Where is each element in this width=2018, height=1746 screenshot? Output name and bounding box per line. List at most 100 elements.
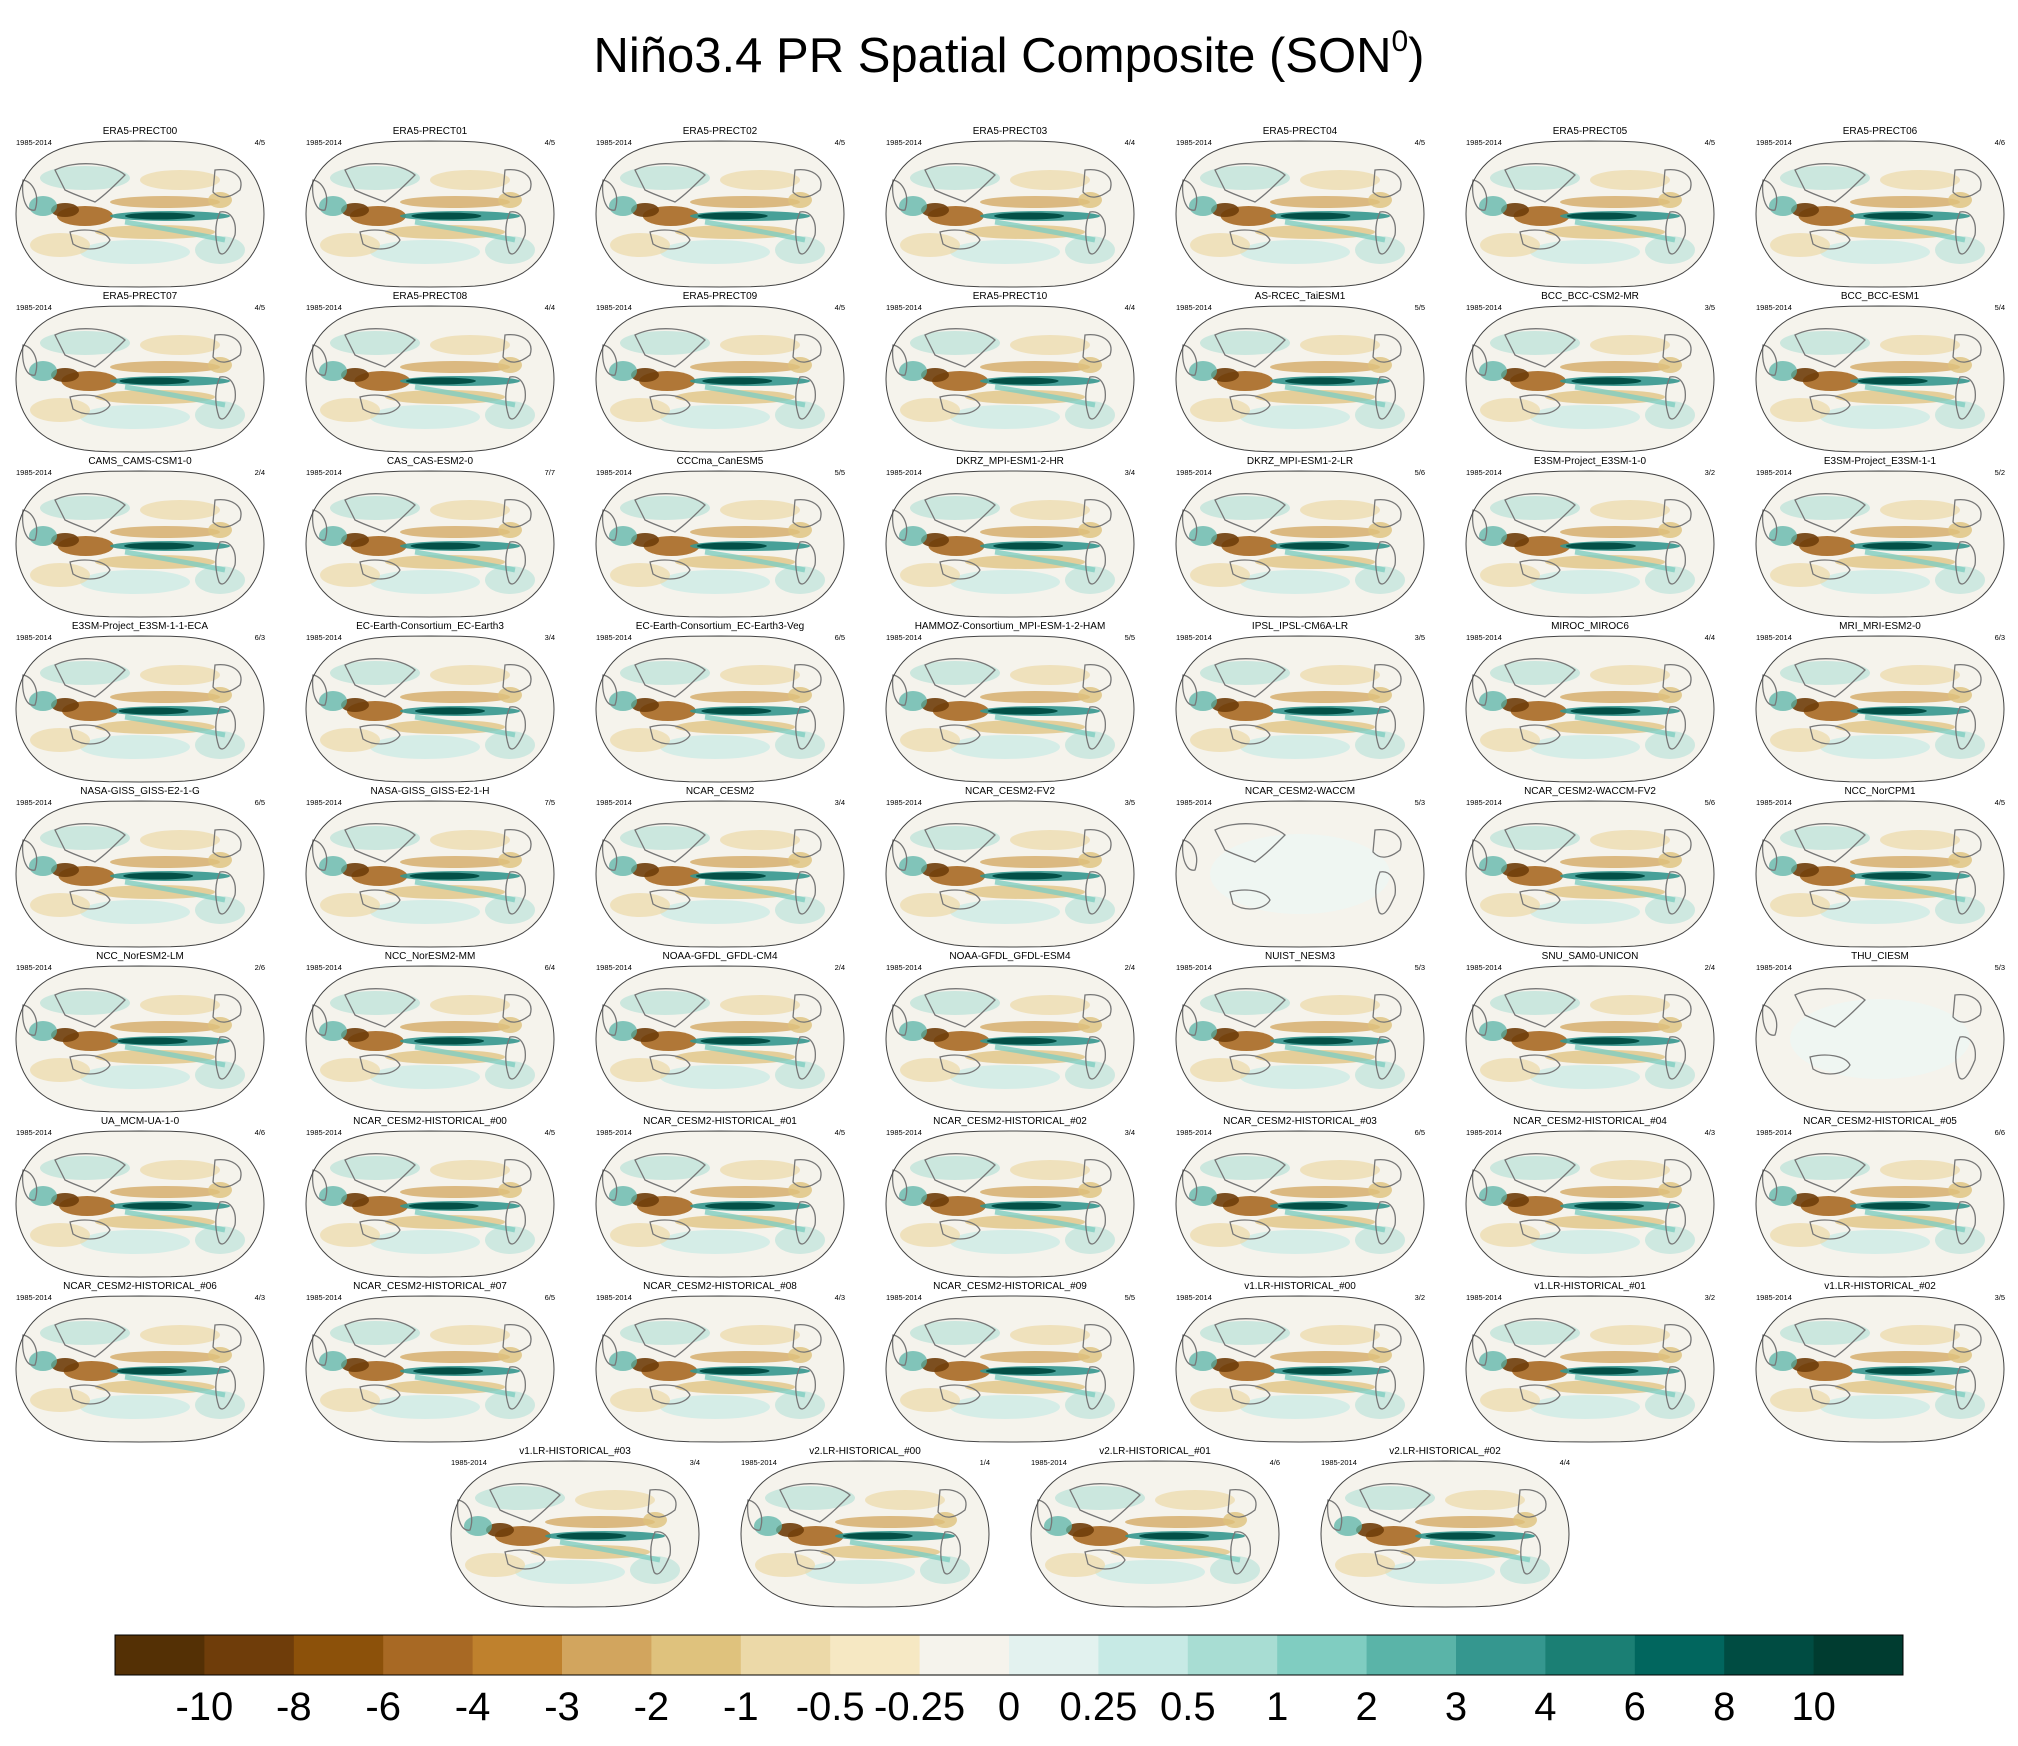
colorbar-swatch [1813,1635,1904,1675]
world-map [1175,140,1425,288]
world-map [1465,305,1715,453]
world-map [15,140,265,288]
map-panel: NCAR_CESM2-HISTORICAL_#04 1985-2014 4/3 [1465,1116,1715,1278]
world-map [15,965,265,1113]
panel-title: DKRZ_MPI-ESM1-2-HR [956,456,1064,467]
panel-title: UA_MCM-UA-1-0 [100,1116,180,1127]
colorbar-swatch [472,1635,563,1675]
map-panel: EC-Earth-Consortium_EC-Earth3 1985-2014 3/… [305,621,555,783]
panel-title: ERA5-PRECT06 [1842,126,1918,137]
map-panel: NOAA-GFDL_GFDL-ESM4 1985-2014 2/4 [885,951,1135,1113]
panel-title: NCAR_CESM2-HISTORICAL_#01 [643,1116,797,1127]
panel-title: v1.LR-HISTORICAL_#02 [1824,1281,1936,1292]
map-panel: CCCma_CanESM5 1985-2014 5/5 [595,456,845,618]
map-panel: NCAR_CESM2-HISTORICAL_#01 1985-2014 4/5 [595,1116,845,1278]
colorbar-tick-label: 1 [1266,1685,1288,1729]
panel-count: 4/5 [834,303,845,312]
colorbar-tick-label: -6 [365,1685,401,1729]
panel-years: 1985-2014 [886,303,922,312]
colorbar-swatch [293,1635,384,1675]
colorbar-swatch [1009,1635,1099,1675]
colorbar-tick-label: 10 [1791,1685,1836,1729]
map-panel: MRI_MRI-ESM2-0 1985-2014 6/3 [1755,621,2005,783]
panel-title: NCAR_CESM2-HISTORICAL_#06 [63,1281,217,1292]
panel-years: 1985-2014 [16,798,52,807]
world-map [1320,1460,1570,1608]
panel-title: DKRZ_MPI-ESM1-2-LR [1246,456,1354,467]
map-panel: v2.LR-HISTORICAL_#02 1985-2014 4/4 [1320,1446,1570,1608]
world-map [1175,1130,1425,1278]
panel-title: ERA5-PRECT00 [102,126,178,137]
panel-years: 1985-2014 [306,1293,342,1302]
map-panel: ERA5-PRECT06 1985-2014 4/6 [1755,126,2005,288]
panel-years: 1985-2014 [1466,138,1502,147]
world-map [1755,1295,2005,1443]
world-map [1175,965,1425,1113]
map-panel: NCAR_CESM2-HISTORICAL_#03 1985-2014 6/5 [1175,1116,1425,1278]
colorbar-swatch [383,1635,474,1675]
panel-count: 3/4 [1124,468,1135,477]
colorbar-swatch [1277,1635,1368,1675]
colorbar-tick-label: 0 [998,1685,1020,1729]
panel-years: 1985-2014 [1756,963,1792,972]
colorbar-swatch [1545,1635,1636,1675]
map-panel: v2.LR-HISTORICAL_#01 1985-2014 4/6 [1030,1446,1280,1608]
panel-count: 3/4 [1124,1128,1135,1137]
panel-years: 1985-2014 [596,1128,632,1137]
panel-years: 1985-2014 [1466,303,1502,312]
colorbar-swatch [1187,1635,1278,1675]
panel-title: ERA5-PRECT09 [682,291,758,302]
panel-count: 5/4 [1994,303,2005,312]
panel-years: 1985-2014 [1756,1128,1792,1137]
panel-years: 1985-2014 [1756,1293,1792,1302]
panel-title: NASA-GISS_GISS-E2-1-G [80,786,200,797]
panel-title: NCAR_CESM2-HISTORICAL_#03 [1223,1116,1377,1127]
map-panel: v1.LR-HISTORICAL_#02 1985-2014 3/5 [1755,1281,2005,1443]
panel-title: ERA5-PRECT03 [972,126,1048,137]
panel-title: NCAR_CESM2-WACCM [1244,786,1356,797]
panel-count: 2/4 [834,963,845,972]
panel-years: 1985-2014 [1031,1458,1067,1467]
map-panel: NCAR_CESM2-WACCM 1985-2014 5/3 [1175,786,1425,948]
panel-title: NCAR_CESM2-HISTORICAL_#00 [353,1116,507,1127]
panel-count: 4/4 [1124,303,1135,312]
colorbar-tick-label: -0.5 [796,1685,865,1729]
panel-count: 2/6 [254,963,265,972]
world-map [595,1295,845,1443]
world-map [595,965,845,1113]
world-map [450,1460,700,1608]
panel-title: NCAR_CESM2 [685,786,755,797]
map-panel: SNU_SAM0-UNICON 1985-2014 2/4 [1465,951,1715,1113]
map-panel: v1.LR-HISTORICAL_#01 1985-2014 3/2 [1465,1281,1715,1443]
map-panel: NCC_NorESM2-MM 1985-2014 6/4 [305,951,555,1113]
panel-count: 6/5 [544,1293,555,1302]
map-panel: HAMMOZ-Consortium_MPI-ESM-1-2-HAM 1985-20… [885,621,1135,783]
panel-years: 1985-2014 [741,1458,777,1467]
world-map [885,1130,1135,1278]
colorbar-swatch [919,1635,1010,1675]
world-map [885,965,1135,1113]
colorbar-swatch [1724,1635,1815,1675]
panel-years: 1985-2014 [886,963,922,972]
colorbar-swatch [651,1635,742,1675]
panel-years: 1985-2014 [16,633,52,642]
panel-count: 5/5 [1124,633,1135,642]
panel-years: 1985-2014 [886,468,922,477]
world-map [885,470,1135,618]
map-panel: NCAR_CESM2-FV2 1985-2014 3/5 [885,786,1135,948]
panel-title: ERA5-PRECT05 [1552,126,1628,137]
map-panel: AS-RCEC_TaiESM1 1985-2014 5/5 [1175,291,1425,453]
panel-title: v1.LR-HISTORICAL_#03 [519,1446,631,1457]
panel-title: v1.LR-HISTORICAL_#01 [1534,1281,1646,1292]
colorbar-outline [114,1634,1904,1676]
world-map [305,140,555,288]
colorbar-tick-label: -1 [723,1685,759,1729]
panel-title: ERA5-PRECT04 [1262,126,1338,137]
panel-title: BCC_BCC-ESM1 [1840,291,1920,302]
colorbar-tick-label: -10 [175,1685,233,1729]
map-panel: ERA5-PRECT07 1985-2014 4/5 [15,291,265,453]
panel-count: 3/2 [1704,468,1715,477]
map-panel: IPSL_IPSL-CM6A-LR 1985-2014 3/5 [1175,621,1425,783]
panel-years: 1985-2014 [16,303,52,312]
world-map [885,1295,1135,1443]
